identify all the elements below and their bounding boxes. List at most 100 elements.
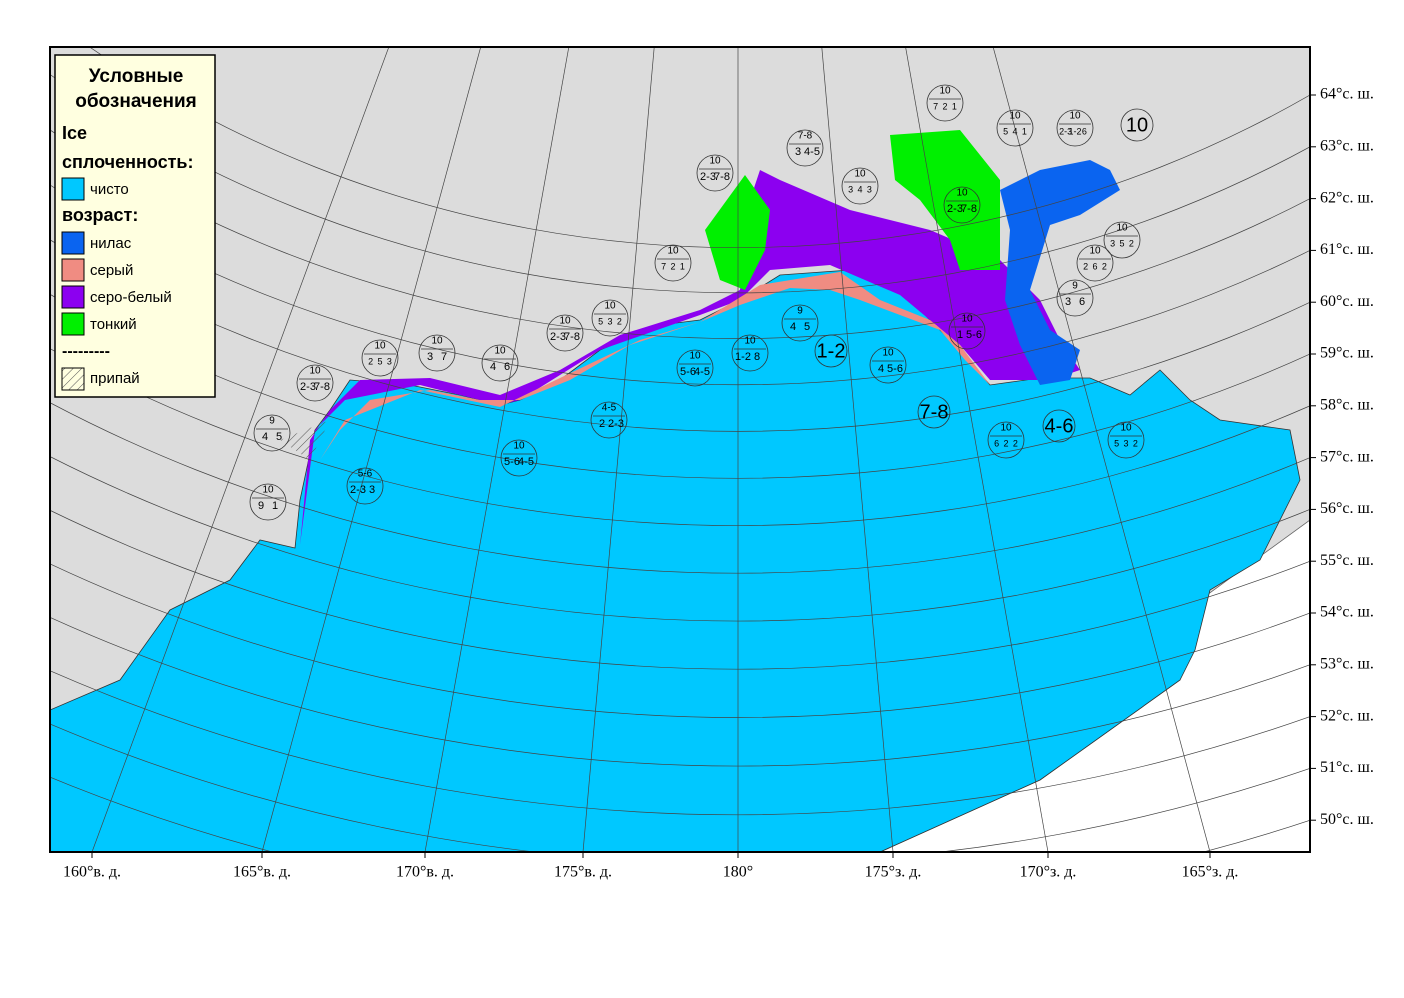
lon-label: 170°в. д. <box>396 864 454 881</box>
lat-label: 50°с. ш. <box>1320 811 1374 828</box>
egg-text: 4 <box>1012 126 1017 136</box>
egg-text: 4 <box>857 184 862 194</box>
meridian <box>821 47 894 852</box>
egg-code: 102 6 2 <box>1076 244 1114 282</box>
egg-code: 94 5 <box>253 414 291 452</box>
egg-text: 5 <box>804 321 810 333</box>
legend-label: тонкий <box>90 316 137 333</box>
lat-label: 61°с. ш. <box>1320 241 1374 258</box>
legend-swatch <box>61 367 85 391</box>
egg-text: 5-6 <box>887 363 903 375</box>
egg-text: 10 <box>494 346 506 357</box>
egg-text: 4-5 <box>694 366 710 378</box>
meridian <box>905 47 1049 852</box>
egg-code: 10 4 6 <box>481 344 519 382</box>
egg-text: 7 <box>933 101 938 111</box>
egg-code: 10 1-2 8 <box>731 334 769 372</box>
lat-label: 60°с. ш. <box>1320 293 1374 310</box>
egg-code: 10 2-37-8 <box>943 186 981 224</box>
egg-text: 6 <box>504 361 510 373</box>
egg-outline <box>1103 221 1141 259</box>
legend-swatch <box>61 177 85 201</box>
legend-box <box>54 54 216 398</box>
lon-label: 175°з. д. <box>865 864 922 881</box>
lat-label: 63°с. ш. <box>1320 137 1374 154</box>
egg-text: 5-6 <box>680 366 696 378</box>
egg-text: 2-3 <box>350 484 366 496</box>
egg-text: 10 <box>309 366 321 377</box>
egg-code: 10 3 7 <box>418 334 456 372</box>
egg-text: 2 <box>1003 438 1008 448</box>
legend-label: серый <box>90 262 133 279</box>
egg-outline <box>1056 279 1094 317</box>
meridian <box>91 47 390 852</box>
egg-text: 2 <box>1129 238 1134 248</box>
egg-text: 2-3 <box>700 171 716 183</box>
egg-text: 5-6 <box>358 469 373 480</box>
egg-text: 3 <box>607 316 612 326</box>
egg-text: 7-8 <box>714 171 730 183</box>
egg-code: 10 5-64-5 <box>500 439 538 477</box>
egg-code: 94 5 <box>781 304 819 342</box>
egg-text: 10 <box>689 351 701 362</box>
egg-outline <box>346 467 384 505</box>
egg-text: 3 <box>795 146 801 158</box>
egg-text: 4-5 <box>804 146 820 158</box>
egg-text: 10 <box>1069 111 1081 122</box>
lat-label: 57°с. ш. <box>1320 448 1374 465</box>
egg-text: 5 <box>1114 438 1119 448</box>
egg-outline <box>361 339 399 377</box>
egg-outline <box>591 299 629 337</box>
egg-code: 93 6 <box>1056 279 1094 317</box>
meridian <box>582 47 655 852</box>
egg-code: 4-5 2 2-3 <box>590 401 628 439</box>
egg-outline <box>500 439 538 477</box>
egg-text: 4 <box>490 361 496 373</box>
egg-text: 2 <box>617 316 622 326</box>
egg-text: 7-8 <box>798 131 813 142</box>
egg-outline <box>1120 108 1154 142</box>
legend-swatch <box>61 285 85 309</box>
egg-code: 105 3 2 <box>591 299 629 337</box>
egg-text: 2-3 <box>300 381 316 393</box>
egg-text: 5 <box>1003 126 1008 136</box>
egg-text: 7-8 <box>920 401 949 423</box>
egg-text: 1-2 <box>1068 126 1081 136</box>
egg-text: 10 <box>667 246 679 257</box>
egg-outline <box>996 109 1034 147</box>
egg-outline <box>786 129 824 167</box>
legend-label: нилас <box>90 235 132 252</box>
parallel <box>89 47 1310 248</box>
egg-text: 9 <box>797 306 803 317</box>
egg-code: 103 4 3 <box>841 167 879 205</box>
egg-text: 4-6 <box>1045 415 1074 437</box>
egg-text: 2-3 <box>550 331 566 343</box>
egg-code: 5-6 2-3 3 <box>346 467 384 505</box>
lat-label: 58°с. ш. <box>1320 396 1374 413</box>
egg-text: 1-2 <box>735 351 751 363</box>
egg-code: 106 2 2 <box>987 421 1025 459</box>
lon-label: 165°з. д. <box>1182 864 1239 881</box>
egg-text: 4 <box>790 321 796 333</box>
egg-code: 4-6 <box>1042 409 1076 443</box>
egg-text: 2 <box>368 356 373 366</box>
coordinate-labels: 64°с. ш. 63°с. ш. 62°с. ш. 61°с. ш. 60°с. ш.… <box>63 86 1374 881</box>
egg-text: 5-6 <box>966 329 982 341</box>
lat-label: 59°с. ш. <box>1320 345 1374 362</box>
ice-nilas <box>1000 160 1120 385</box>
egg-code: 10 2-37-8 <box>696 154 734 192</box>
egg-text: 3 <box>369 484 375 496</box>
egg-text: 9 <box>258 500 264 512</box>
egg-code: 107 2 1 <box>926 84 964 122</box>
egg-text: 10 <box>1120 423 1132 434</box>
egg-code: 10 2-31-2 6 <box>1056 109 1094 147</box>
legend-title: Условные обозначения <box>75 66 197 112</box>
egg-text: 7-8 <box>961 203 977 215</box>
egg-text: 8 <box>754 351 760 363</box>
meridian <box>424 47 570 852</box>
egg-text: 3 <box>1123 438 1128 448</box>
egg-code: 10 2-37-8 <box>296 364 334 402</box>
egg-code: 105 4 1 <box>996 109 1034 147</box>
egg-text: 2 <box>599 418 605 430</box>
